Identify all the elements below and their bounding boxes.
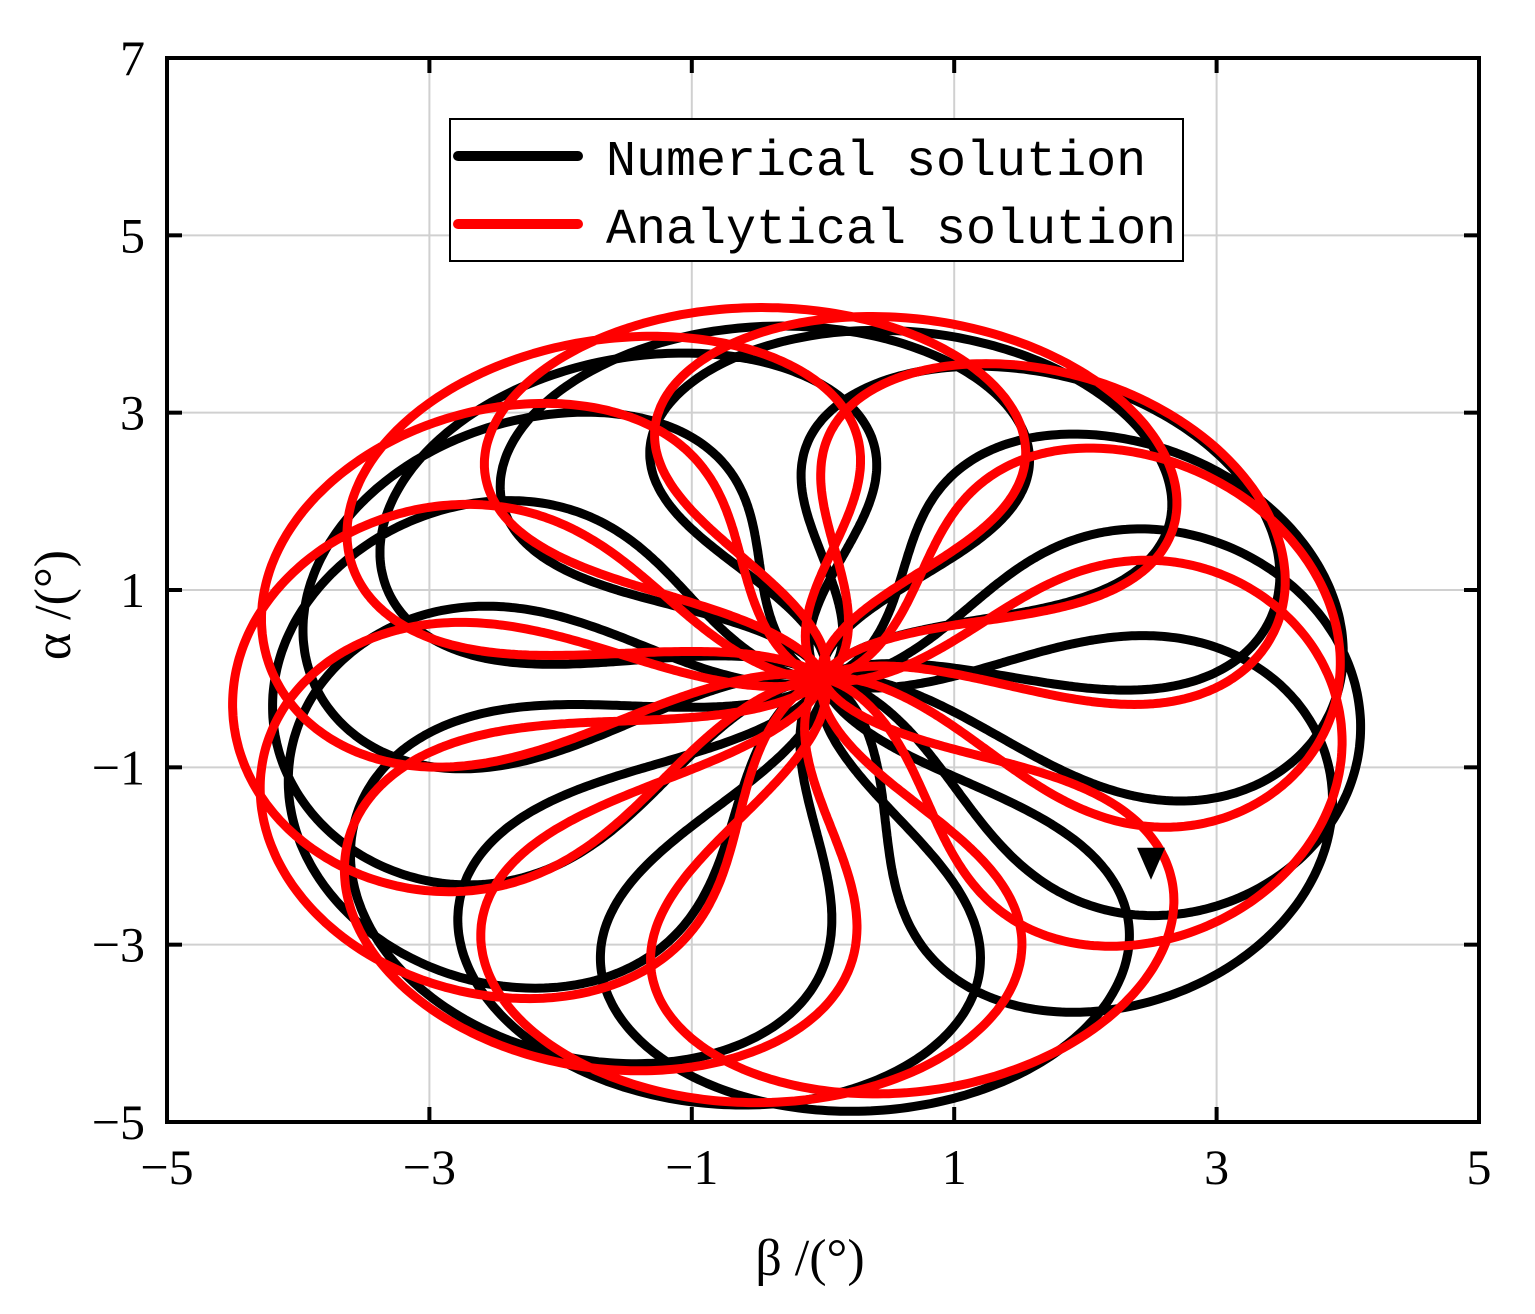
x-tick-label: −3 [403,1139,456,1195]
tick-labels: −5 −3 −1 1 3 5 −5 −3 −1 1 3 5 7 [92,30,1492,1195]
axis-ticks [165,56,1481,1124]
y-tick-label: −5 [92,1094,145,1150]
x-axis-label: β /(°) [755,1230,864,1287]
plot-curves [228,303,1366,1116]
legend-label-analytical: Analytical solution [606,202,1176,259]
y-tick-label: −1 [92,739,145,795]
x-tick-label: 3 [1204,1139,1229,1195]
y-axis-label: α /(°) [25,550,82,660]
legend-label-numerical: Numerical solution [606,134,1146,191]
y-tick-label: 1 [120,562,145,618]
x-tick-label: 1 [942,1139,967,1195]
y-tick-label: 3 [120,385,145,441]
series-line-analytical [228,303,1347,1108]
series-line-numerical [268,321,1366,1116]
direction-arrow [1137,847,1165,880]
y-tick-label: 5 [120,207,145,263]
x-tick-label: −1 [665,1139,718,1195]
y-tick-label: 7 [120,30,145,86]
y-tick-label: −3 [92,917,145,973]
legend-box [449,118,1184,262]
legend: Numerical solution Analytical solution [449,118,1184,262]
x-tick-label: 5 [1467,1139,1492,1195]
x-tick-label: −5 [140,1139,193,1195]
